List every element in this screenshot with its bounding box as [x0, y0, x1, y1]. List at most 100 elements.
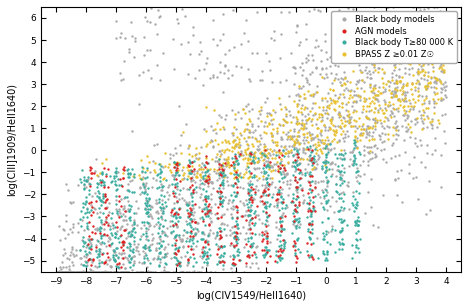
Point [199, 236, 207, 241]
Point [306, 81, 313, 86]
Point [227, 163, 234, 168]
Point [378, 75, 386, 80]
Point [157, 169, 165, 174]
Point [140, 35, 147, 40]
Point [217, 182, 224, 187]
Point [364, 131, 371, 136]
Point [199, 83, 207, 88]
Point [188, 168, 196, 173]
Point [295, 98, 303, 103]
Point [245, 77, 252, 82]
Point [383, 115, 391, 120]
Point [416, 138, 424, 143]
Point [214, 246, 222, 251]
Point [229, 197, 237, 202]
Point [234, 184, 241, 189]
Point [255, 212, 262, 217]
Point [188, 207, 195, 212]
Point [216, 228, 223, 233]
Point [327, 148, 334, 153]
Point [320, 236, 327, 241]
Point [324, 147, 332, 152]
Point [64, 269, 72, 274]
Point [308, 218, 316, 223]
Point [102, 260, 109, 265]
Point [330, 99, 338, 104]
Point [365, 116, 372, 120]
Point [356, 237, 364, 241]
Point [346, 156, 354, 161]
Point [140, 256, 147, 261]
Point [231, 168, 239, 173]
Point [132, 269, 140, 274]
Point [205, 202, 213, 207]
Point [157, 208, 164, 213]
Point [144, 214, 152, 219]
Point [284, 135, 292, 140]
Point [173, 161, 181, 166]
Point [201, 197, 209, 202]
Point [307, 92, 314, 97]
Point [215, 149, 223, 154]
Point [201, 176, 209, 181]
Point [353, 93, 360, 98]
Point [219, 259, 226, 264]
Point [308, 131, 316, 136]
Point [214, 159, 222, 164]
Point [275, 256, 283, 261]
Point [274, 167, 282, 172]
Point [155, 251, 163, 256]
Point [263, 218, 271, 223]
Point [265, 181, 272, 186]
Point [279, 130, 287, 135]
Point [131, 172, 138, 177]
Point [218, 174, 226, 179]
Point [119, 269, 127, 274]
Point [103, 269, 111, 274]
Point [296, 65, 303, 70]
Point [279, 176, 286, 181]
Point [263, 260, 271, 265]
Point [69, 269, 76, 274]
Point [355, 80, 362, 85]
Point [305, 146, 312, 151]
Point [246, 169, 253, 174]
Point [222, 51, 229, 56]
Point [155, 224, 163, 229]
Point [362, 109, 370, 114]
Point [259, 201, 267, 206]
Point [125, 259, 132, 264]
Point [80, 241, 88, 246]
Point [262, 217, 270, 222]
Point [249, 159, 256, 164]
Point [185, 170, 193, 175]
Point [203, 205, 210, 209]
Point [174, 224, 181, 229]
Point [237, 152, 245, 157]
Point [332, 107, 339, 112]
Point [371, 151, 379, 156]
Point [192, 226, 199, 231]
Point [294, 117, 301, 122]
Point [293, 139, 301, 144]
Point [418, 94, 426, 99]
Point [289, 222, 297, 227]
Point [260, 156, 268, 161]
Point [197, 269, 205, 274]
Point [355, 249, 362, 254]
Point [263, 210, 270, 215]
Point [389, 140, 397, 145]
Point [119, 217, 127, 222]
Point [414, 78, 422, 83]
Point [428, 56, 435, 61]
Point [140, 184, 147, 189]
Point [124, 258, 132, 263]
Point [355, 191, 363, 196]
Point [423, 151, 431, 156]
Point [363, 131, 370, 136]
Point [124, 175, 132, 180]
Point [217, 200, 225, 205]
Point [269, 140, 277, 144]
Point [351, 219, 359, 224]
Point [249, 175, 256, 180]
